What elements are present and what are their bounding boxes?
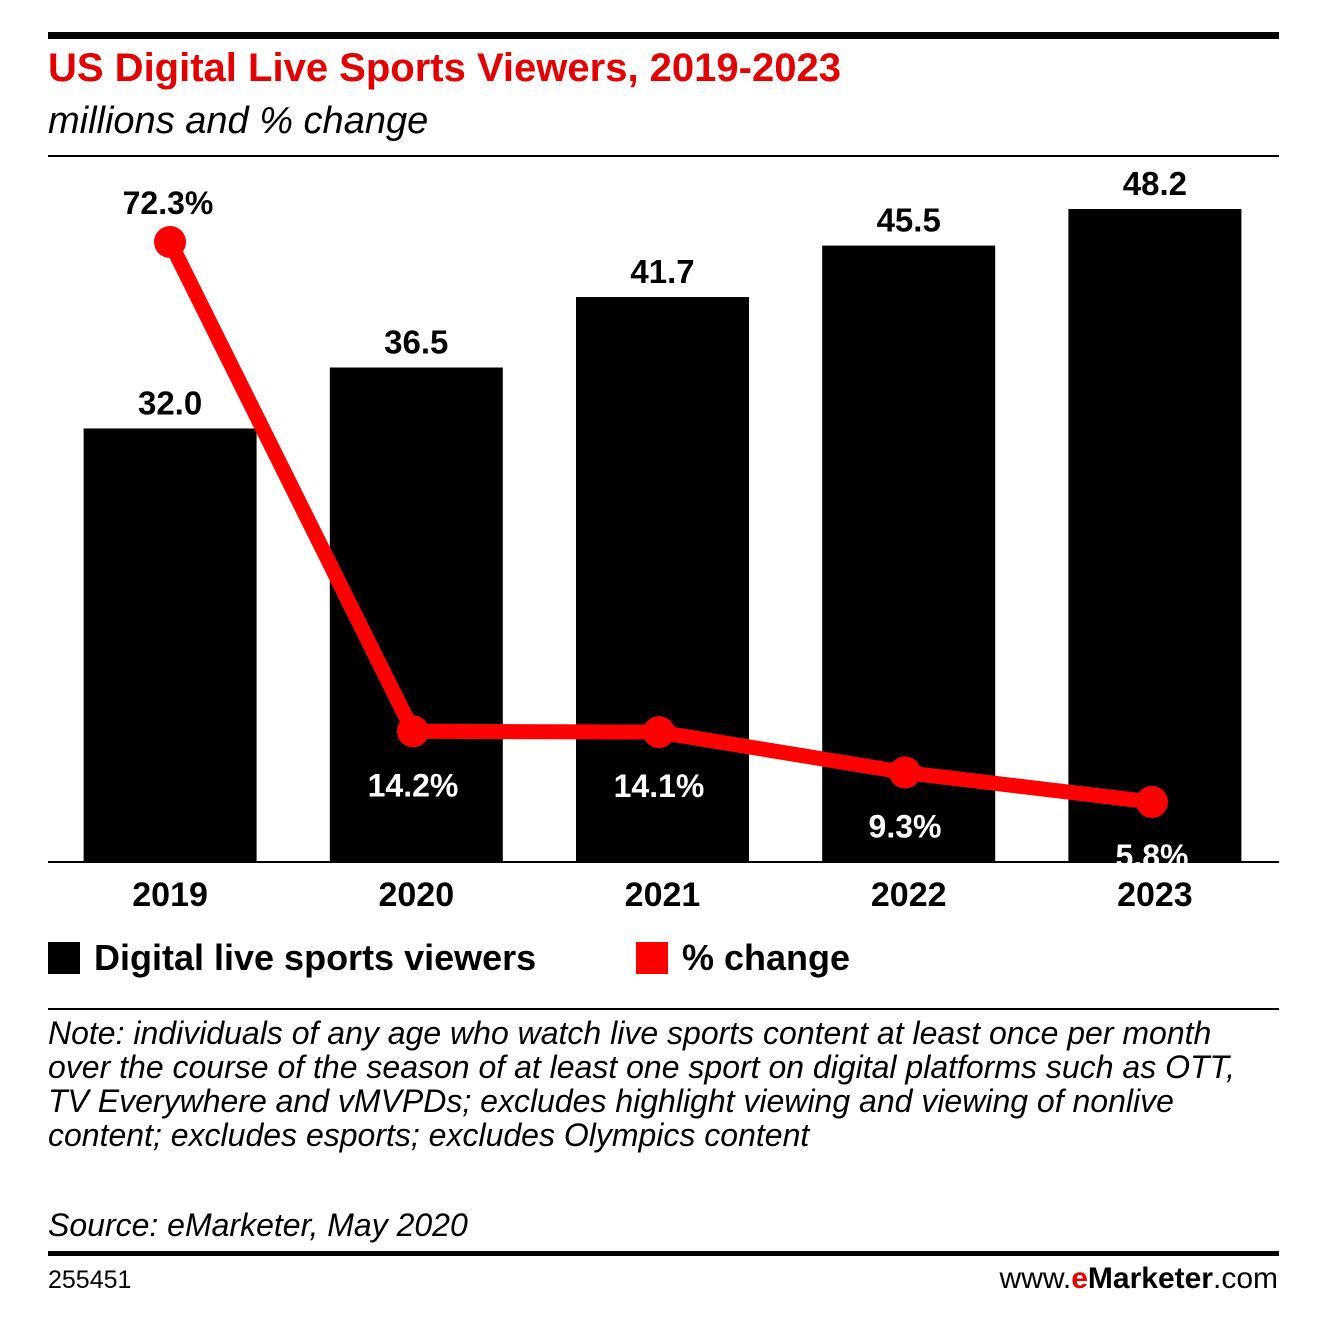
change-value-label: 9.3%: [869, 809, 942, 845]
x-tick-label: 2023: [1117, 876, 1193, 914]
bar-value-label: 45.5: [877, 202, 941, 239]
x-tick-label: 2021: [625, 876, 701, 914]
site-brand-e: e: [1071, 1262, 1088, 1295]
bar-value-label: 32.0: [138, 384, 202, 421]
change-point-2022: [889, 756, 921, 789]
bar-2023: [1068, 209, 1242, 862]
legend-item-viewers: Digital live sports viewers: [48, 936, 536, 980]
site-url[interactable]: www.eMarketer.com: [1000, 1262, 1278, 1296]
change-point-2019: [154, 226, 186, 258]
note-rule: [48, 1008, 1279, 1010]
subtitle-rule: [48, 155, 1279, 157]
bar-2019: [83, 428, 257, 862]
legend-swatch-black: [48, 942, 80, 974]
legend-label-change: % change: [682, 937, 851, 978]
chart-id: 255451: [48, 1266, 132, 1294]
site-prefix: www.: [999, 1262, 1072, 1295]
bar-value-label: 48.2: [1123, 165, 1187, 202]
change-point-2020: [397, 715, 429, 748]
change-value-label: 14.1%: [614, 768, 705, 804]
legend-swatch-red: [636, 942, 668, 974]
bar-value-label: 41.7: [630, 253, 694, 290]
legend-item-change: % change: [636, 936, 850, 980]
legend-label-viewers: Digital live sports viewers: [94, 937, 537, 978]
chart-source: Source: eMarketer, May 2020: [48, 1207, 468, 1243]
change-point-2021: [643, 716, 675, 749]
x-tick-label: 2020: [378, 876, 454, 914]
site-brand: eMarketer: [1071, 1262, 1213, 1295]
change-value-label: 72.3%: [123, 185, 214, 221]
site-brand-rest: Marketer: [1087, 1262, 1213, 1295]
chart-subtitle: millions and % change: [48, 100, 429, 142]
x-tick-label: 2019: [132, 876, 208, 914]
x-tick-label: 2022: [871, 876, 947, 914]
change-value-label: 5.8%: [1116, 838, 1189, 874]
bottom-rule: [48, 1251, 1279, 1256]
change-value-label: 14.2%: [368, 767, 459, 803]
change-point-2023: [1136, 786, 1168, 818]
bar-2021: [576, 297, 749, 862]
top-rule: [48, 32, 1279, 39]
bar-value-label: 36.5: [384, 324, 448, 361]
combo-chart: 32.0 36.5 41.7 45.5 48.2 2019 2020 2021 2022 2023…: [48, 165, 1279, 914]
chart-note: Note: individuals of any age who watch l…: [48, 1015, 1236, 1153]
site-suffix: .com: [1212, 1262, 1278, 1295]
chart-title: US Digital Live Sports Viewers, 2019-202…: [48, 46, 841, 90]
